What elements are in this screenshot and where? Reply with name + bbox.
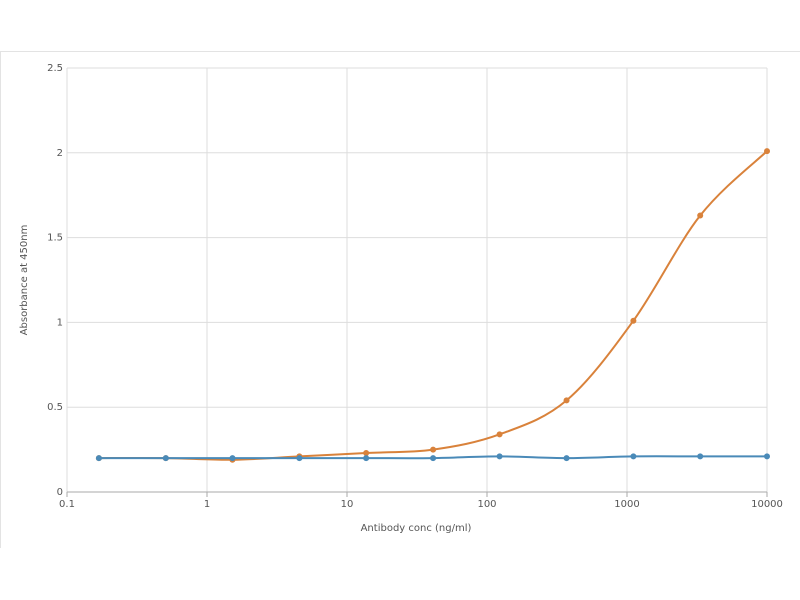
x-axis-label: Antibody conc (ng/ml) <box>361 523 472 534</box>
y-tick-label: 0 <box>57 487 63 498</box>
data-point <box>630 317 637 324</box>
data-point <box>764 453 770 460</box>
x-tick-label: 10 <box>341 499 354 510</box>
data-point <box>630 453 637 460</box>
data-point <box>363 449 370 456</box>
data-point <box>563 397 570 404</box>
data-point <box>697 453 704 460</box>
data-point <box>95 455 102 462</box>
data-point <box>496 453 503 460</box>
x-tick-label: 1000 <box>614 499 639 510</box>
y-tick-label: 1 <box>57 317 63 328</box>
series-line <box>98 150 768 461</box>
y-tick-label: 2 <box>57 148 63 159</box>
x-tick-label: 1 <box>204 499 210 510</box>
y-tick-label: 1.5 <box>47 233 63 244</box>
y-axis-label: Absorbance at 450nm <box>19 225 30 336</box>
y-tick-label: 2.5 <box>47 63 63 74</box>
data-point <box>296 455 303 462</box>
x-tick-label: 10000 <box>751 499 783 510</box>
data-point <box>697 212 704 219</box>
y-tick-label: 0.5 <box>47 402 63 413</box>
data-point <box>363 455 370 462</box>
data-point <box>229 455 236 462</box>
data-point <box>430 455 437 462</box>
data-point <box>162 455 169 462</box>
x-tick-label: 100 <box>477 499 496 510</box>
data-point <box>430 446 437 453</box>
data-point <box>563 455 570 462</box>
data-point <box>496 431 503 438</box>
data-point <box>764 148 770 155</box>
x-tick-label: 0.1 <box>59 499 75 510</box>
